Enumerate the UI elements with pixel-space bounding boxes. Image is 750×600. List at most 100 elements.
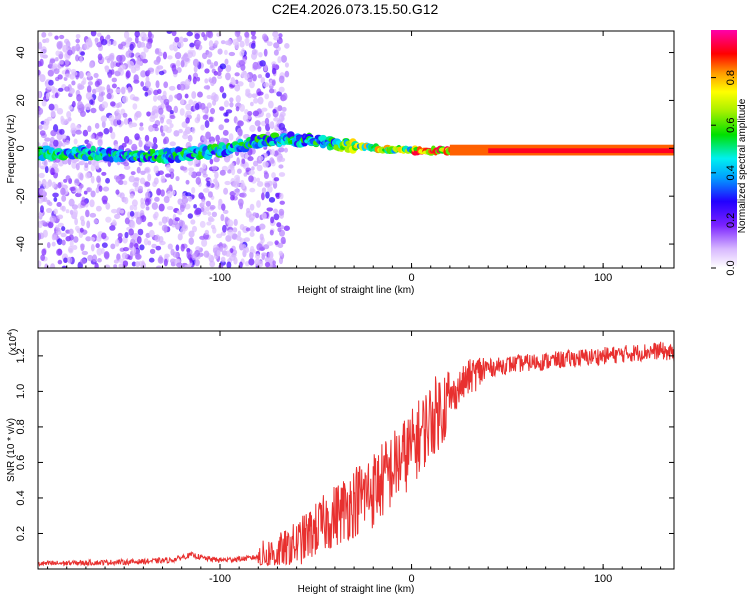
noise-cell xyxy=(210,62,214,69)
noise-cell xyxy=(268,100,274,109)
snr-frame xyxy=(37,330,675,570)
noise-cell xyxy=(202,114,209,120)
noise-cell xyxy=(254,258,261,267)
noise-cell xyxy=(110,243,116,250)
noise-cell xyxy=(147,31,152,39)
noise-cell xyxy=(38,180,42,187)
noise-cell xyxy=(89,212,97,218)
noise-cell xyxy=(271,148,275,156)
noise-cell xyxy=(247,156,254,162)
noise-cell xyxy=(42,229,48,238)
noise-cell xyxy=(185,103,192,111)
noise-cell xyxy=(153,95,158,102)
noise-cell xyxy=(134,35,139,44)
noise-cell xyxy=(131,246,137,255)
noise-cell xyxy=(217,75,223,80)
noise-cell xyxy=(158,203,165,212)
noise-cell xyxy=(283,147,288,153)
noise-cell xyxy=(248,170,255,176)
noise-cell xyxy=(139,122,144,127)
noise-cell xyxy=(184,93,189,99)
y-tick-label: 1.0 xyxy=(15,384,27,399)
noise-cell xyxy=(193,65,198,73)
noise-cell xyxy=(175,175,180,182)
noise-cell xyxy=(197,91,203,98)
noise-cell xyxy=(58,53,64,60)
noise-cell xyxy=(38,41,43,50)
noise-cell xyxy=(191,91,197,99)
noise-cell xyxy=(68,198,75,207)
noise-cell xyxy=(272,260,276,266)
noise-cell xyxy=(241,244,247,251)
noise-cell xyxy=(84,162,89,169)
noise-cell xyxy=(71,80,76,86)
noise-cell xyxy=(72,245,78,251)
noise-cell xyxy=(235,106,240,112)
noise-cell xyxy=(114,239,120,247)
noise-cell xyxy=(206,102,212,109)
y-tick-label: 20 xyxy=(15,94,27,106)
noise-cell xyxy=(108,54,115,62)
noise-cell xyxy=(277,242,284,249)
noise-cell xyxy=(129,43,134,51)
noise-cell xyxy=(191,225,198,233)
noise-cell xyxy=(85,236,92,242)
noise-cell xyxy=(115,112,122,121)
noise-cell xyxy=(214,171,219,179)
noise-cell xyxy=(72,71,78,76)
noise-cell xyxy=(142,33,147,39)
noise-cell xyxy=(222,243,227,248)
noise-cell xyxy=(52,192,59,198)
noise-cell xyxy=(185,192,192,197)
noise-cell xyxy=(93,219,99,224)
noise-cell xyxy=(56,133,63,141)
noise-cell xyxy=(220,213,225,222)
spectrogram-y-axis-label: Frequency (Hz) xyxy=(6,115,17,184)
noise-cell xyxy=(239,40,245,48)
noise-cell xyxy=(153,165,159,174)
noise-cell xyxy=(79,55,83,63)
noise-cell xyxy=(201,199,206,206)
noise-cell xyxy=(134,133,140,141)
noise-cell xyxy=(67,49,73,56)
noise-cell xyxy=(154,234,161,242)
noise-cell xyxy=(278,33,283,38)
noise-cell xyxy=(223,187,229,195)
noise-cell xyxy=(244,38,250,44)
noise-cell xyxy=(90,190,96,198)
spectrogram-y-ticks: -40 -20 0 20 40 xyxy=(15,46,674,252)
noise-cell xyxy=(139,126,144,131)
noise-cell xyxy=(71,45,77,52)
noise-cell xyxy=(240,150,244,158)
noise-cell xyxy=(115,88,122,93)
noise-cell xyxy=(94,80,101,88)
noise-cell xyxy=(246,207,251,214)
noise-cell xyxy=(163,225,168,234)
noise-cell xyxy=(148,229,155,238)
noise-cell xyxy=(181,121,188,128)
noise-cell xyxy=(252,212,257,217)
ridge-core-inner xyxy=(488,148,674,154)
noise-cell xyxy=(136,57,141,65)
noise-cell xyxy=(156,188,162,196)
noise-cell xyxy=(155,68,160,76)
noise-cell xyxy=(196,76,201,82)
noise-cell xyxy=(168,85,176,91)
y-tick-label: 40 xyxy=(15,46,27,58)
snr-y-axis-label: SNR (10 * v/v) xyxy=(6,418,17,482)
noise-cell xyxy=(161,132,166,137)
noise-cell xyxy=(219,169,226,176)
noise-cell xyxy=(236,157,240,166)
noise-cell xyxy=(200,124,205,131)
noise-cell xyxy=(276,91,282,97)
noise-cell xyxy=(96,42,103,48)
noise-cell xyxy=(179,108,185,116)
noise-cell xyxy=(121,252,128,260)
noise-cell xyxy=(46,85,53,90)
noise-cell xyxy=(117,102,123,108)
noise-cell xyxy=(114,213,121,220)
y-tick-label: 0 xyxy=(15,145,27,151)
noise-cell xyxy=(192,58,199,67)
noise-cell xyxy=(207,216,214,222)
